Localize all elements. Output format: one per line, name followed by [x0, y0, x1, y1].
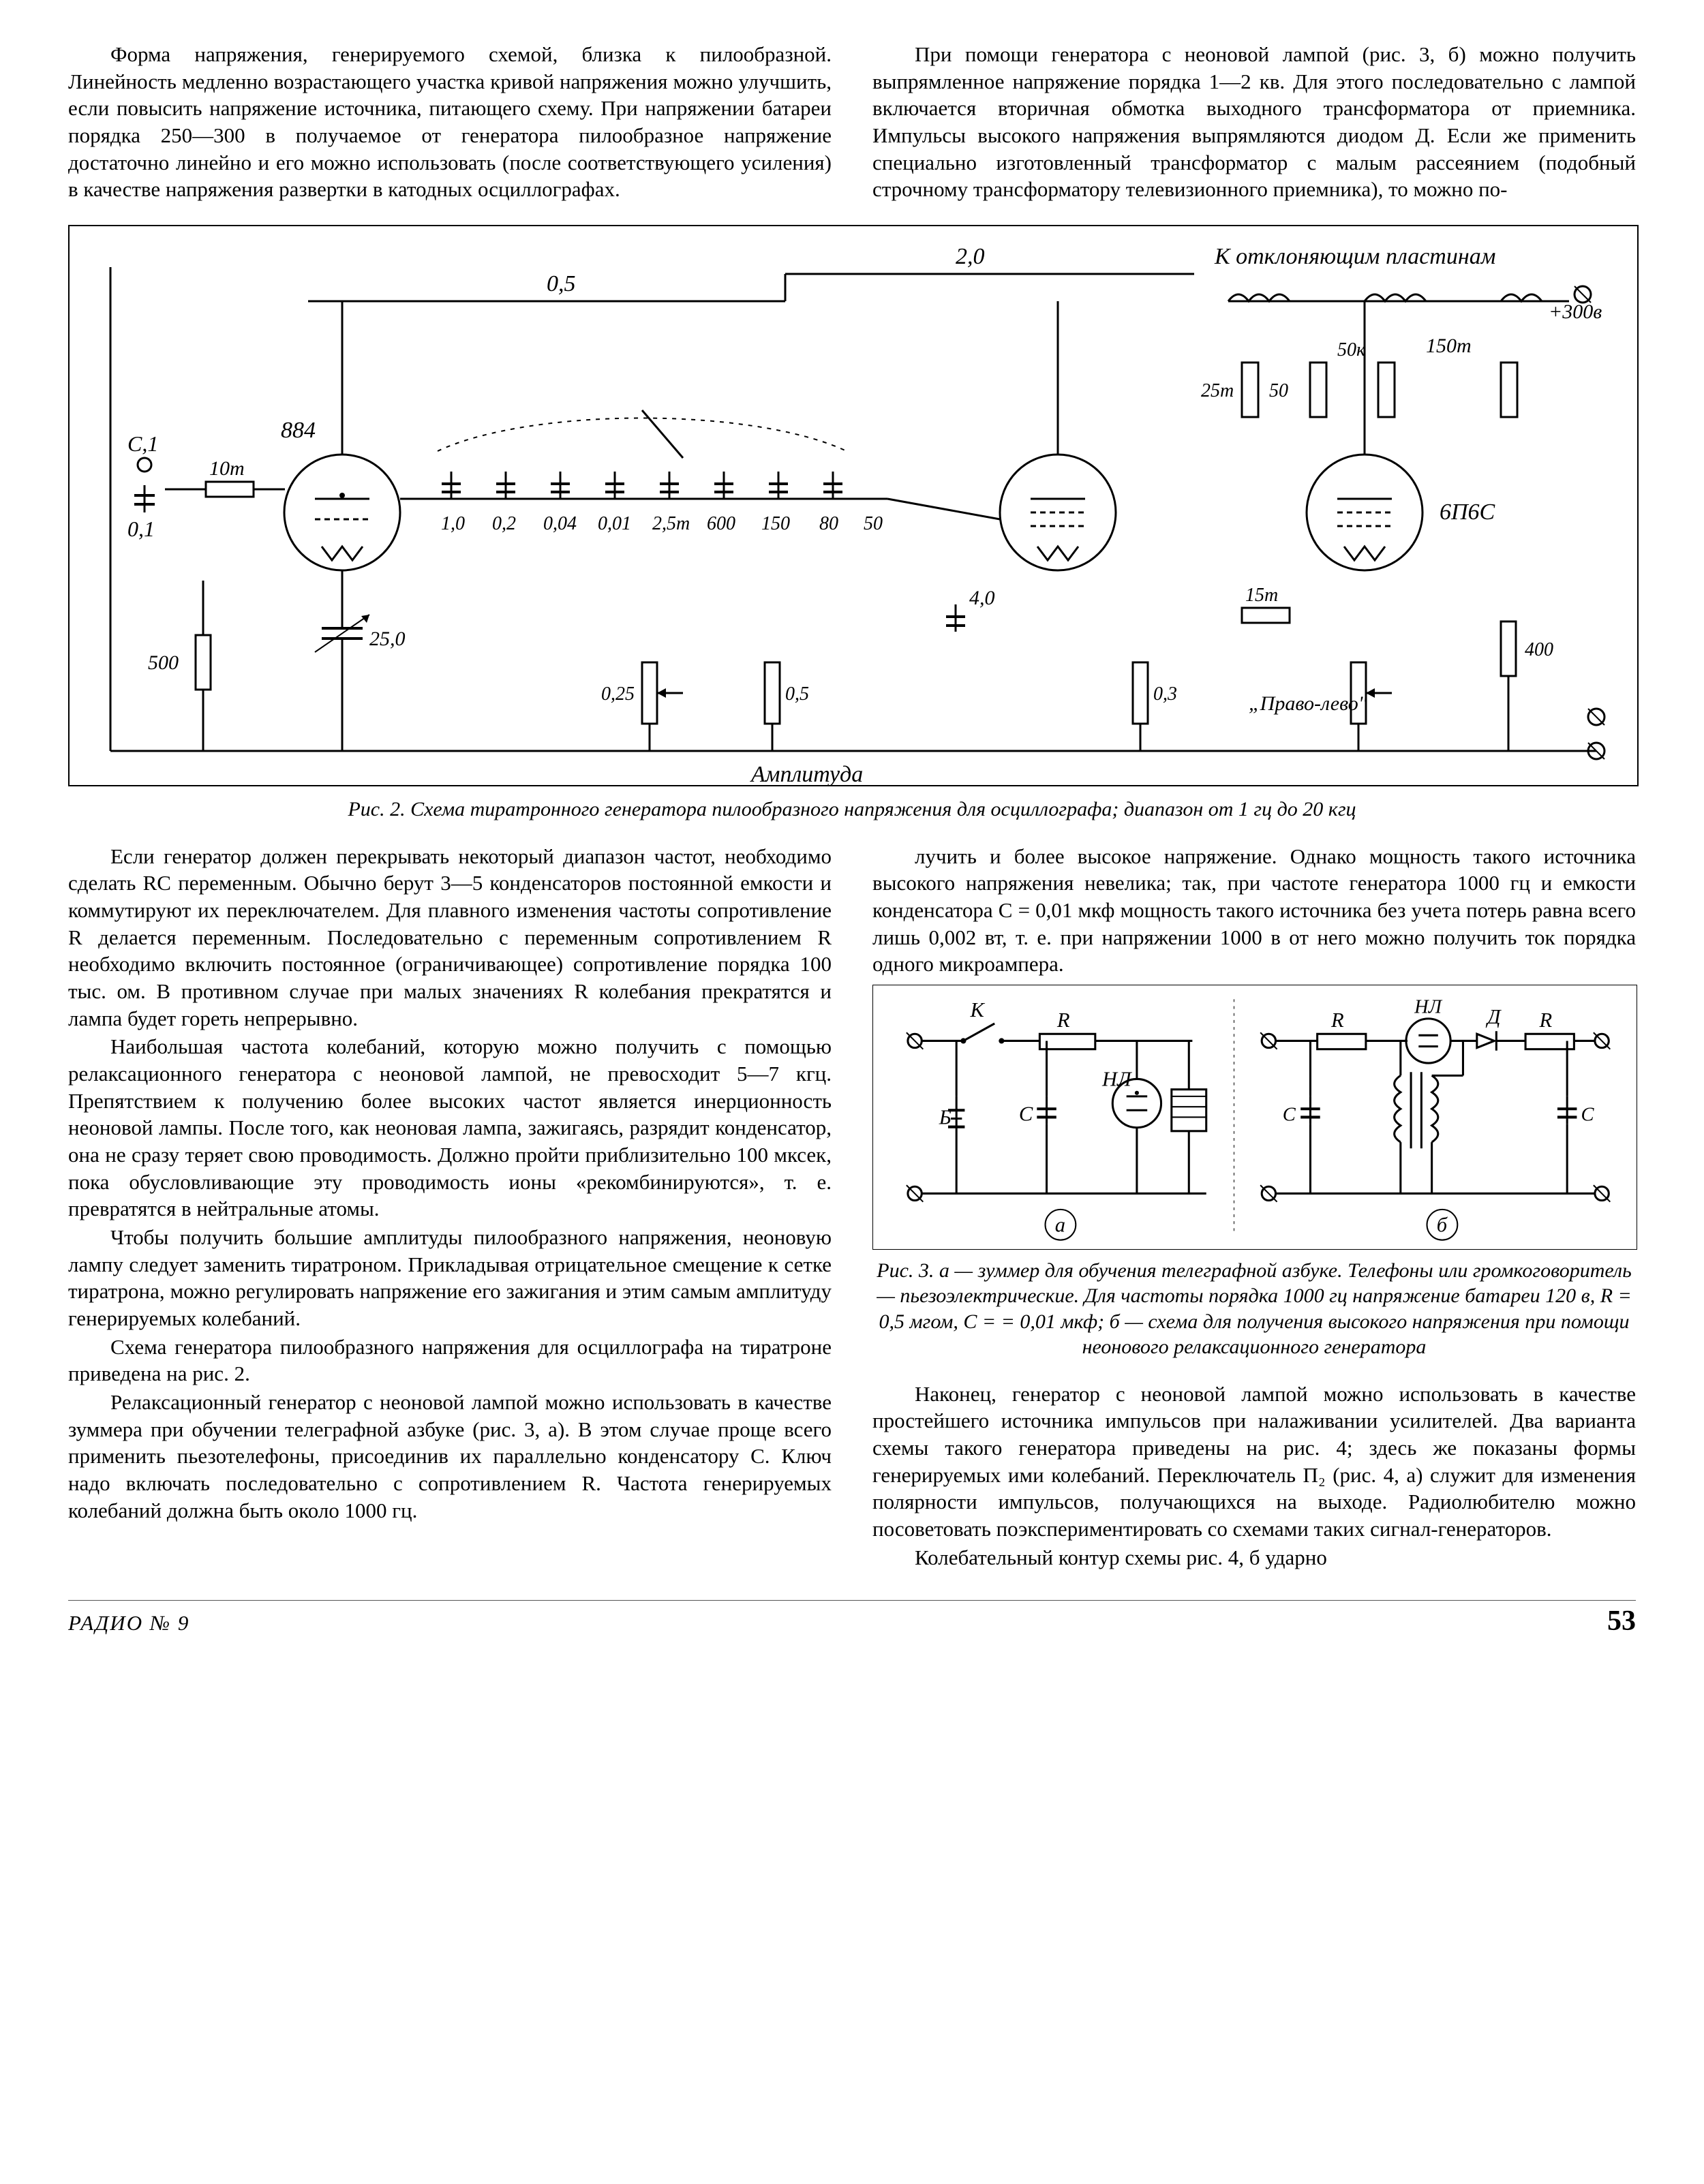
fig2-label: 0,5 — [547, 271, 576, 296]
fig2-label: С,1 — [127, 431, 158, 456]
top-right-para: При помощи генератора с неоновой лампой … — [872, 41, 1636, 203]
fig2-label: 15т — [1245, 585, 1278, 606]
figure-2-caption: Рис. 2. Схема тиратронного генератора пи… — [147, 797, 1557, 822]
top-left-para: Форма напряжения, генерируемого схемой, … — [68, 41, 832, 203]
fig3-label: R — [1330, 1009, 1344, 1032]
fig2-label: „Право-лево" — [1249, 692, 1367, 715]
para: Наконец, генератор с неоновой лампой мож… — [872, 1381, 1636, 1543]
fig2-label: 6П6С — [1440, 499, 1495, 525]
fig2-label: 0,1 — [127, 517, 155, 541]
para: Наибольшая частота колебаний, которую мо… — [68, 1033, 832, 1222]
fig3-label: C — [1283, 1104, 1296, 1125]
top-left-col: Форма напряжения, генерируемого схемой, … — [68, 41, 832, 204]
para: Релаксационный генератор с неоновой ламп… — [68, 1389, 832, 1524]
top-columns: Форма напряжения, генерируемого схемой, … — [68, 41, 1636, 204]
fig2-label: 500 — [148, 651, 179, 674]
fig3-label: R — [1056, 1009, 1070, 1032]
fig2-label: 884 — [281, 418, 316, 443]
fig3-label: C — [1019, 1102, 1033, 1125]
fig2-label: 50 — [864, 513, 883, 534]
top-right-col: При помощи генератора с неоновой лампой … — [872, 41, 1636, 204]
fig2-label: 0,5 — [785, 683, 809, 705]
figure-3-schematic: К R НЛ Б — [872, 985, 1637, 1250]
fig3-label: а — [1055, 1213, 1065, 1236]
fig2-label: К отклоняющим пластинам — [1214, 244, 1495, 269]
fig2-label: 25т — [1201, 380, 1234, 401]
fig3-label: R — [1538, 1009, 1552, 1032]
fig2-label: Амплитуда — [750, 762, 863, 785]
para: Если генератор должен перекрывать некото… — [68, 843, 832, 1032]
fig2-label: 10т — [209, 457, 245, 480]
fig3-label: C — [1581, 1104, 1595, 1125]
fig2-label: 0,25 — [601, 683, 635, 705]
fig2-label: 4,0 — [969, 587, 995, 609]
page-footer: РАДИО № 9 53 — [68, 1600, 1636, 1637]
fig3-label: НЛ — [1101, 1068, 1133, 1091]
fig2-label: 50к — [1337, 339, 1366, 360]
fig2-label: 0,2 — [492, 513, 516, 534]
fig3-label: б — [1437, 1213, 1448, 1236]
fig2-label: 25,0 — [369, 628, 406, 650]
fig2-svg: 0,5 2,0 К отклоняющим пластинам +300в 15… — [70, 226, 1637, 785]
footer-page-number: 53 — [1607, 1605, 1636, 1637]
figure-3-caption: Рис. 3. а — зуммер для обучения телеграф… — [872, 1258, 1636, 1360]
fig2-label: 150т — [1426, 335, 1472, 357]
fig2-label: 400 — [1525, 639, 1553, 660]
fig2-label: 50 — [1269, 380, 1288, 401]
para: лучить и более высокое напряжение. Однак… — [872, 843, 1636, 978]
fig2-label: 600 — [707, 513, 735, 534]
lower-right-col: лучить и более высокое напряжение. Однак… — [872, 843, 1636, 1573]
lower-columns: Если генератор должен перекрывать некото… — [68, 843, 1636, 1573]
fig2-label: 2,0 — [956, 244, 985, 269]
para: Колебательный контур схемы рис. 4, б уда… — [872, 1544, 1636, 1571]
fig3-label: Д — [1485, 1005, 1502, 1028]
fig2-label: 80 — [819, 513, 838, 534]
fig2-label: 1,0 — [441, 513, 465, 534]
para: Схема генератора пилообразного напряжени… — [68, 1334, 832, 1387]
fig2-label: 2,5т — [652, 513, 690, 534]
fig2-label: 0,04 — [543, 513, 577, 534]
fig2-label: 0,3 — [1153, 683, 1177, 705]
fig3-label: НЛ — [1414, 997, 1443, 1018]
fig3-svg: К R НЛ Б — [873, 985, 1637, 1249]
fig2-label: +300в — [1549, 301, 1602, 323]
figure-2-schematic: 0,5 2,0 К отклоняющим пластинам +300в 15… — [68, 225, 1639, 786]
fig3-label: К — [970, 998, 986, 1021]
fig2-label: 150 — [761, 513, 790, 534]
para: Чтобы получить большие амплитуды пилообр… — [68, 1224, 832, 1332]
fig2-label: 0,01 — [598, 513, 631, 534]
footer-journal: РАДИО № 9 — [68, 1611, 189, 1635]
lower-left-col: Если генератор должен перекрывать некото… — [68, 843, 832, 1573]
